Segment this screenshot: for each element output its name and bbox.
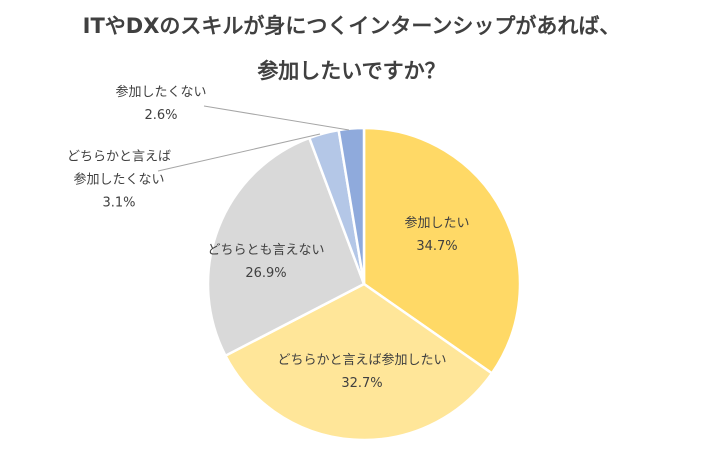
pie-slice-3 bbox=[206, 136, 366, 358]
slice-category-label-2: どちらかと言えば参加したい bbox=[277, 352, 446, 368]
slice-category-label-3: どちらとも言えない bbox=[207, 243, 324, 258]
leader-line-4 bbox=[157, 133, 321, 172]
chart-title-line-1: ITやDXのスキルが身につくインターンシップがあれば、 bbox=[82, 14, 621, 38]
pie-slice-5 bbox=[337, 126, 366, 285]
slice-value-label-1: 34.7% bbox=[416, 239, 457, 254]
slice-category-label-5: 参加したくない bbox=[115, 84, 206, 100]
pie-slice-1 bbox=[362, 126, 522, 376]
slice-value-label-5: 2.6% bbox=[144, 108, 177, 123]
slice-category-label-4: どちらかと言えば bbox=[67, 150, 171, 165]
slice-value-label-2: 32.7% bbox=[341, 376, 382, 391]
pie-slice-2 bbox=[223, 282, 494, 442]
chart-title-line-2: 参加したいですか？ bbox=[257, 59, 446, 83]
slice-value-label-4: 3.1% bbox=[102, 196, 135, 211]
slice-value-label-3: 26.9% bbox=[245, 266, 286, 281]
slice-category-label-1: 参加したい bbox=[404, 215, 469, 231]
leader-line-5 bbox=[203, 105, 350, 131]
slice-category-label-4: 参加したくない bbox=[73, 172, 164, 188]
